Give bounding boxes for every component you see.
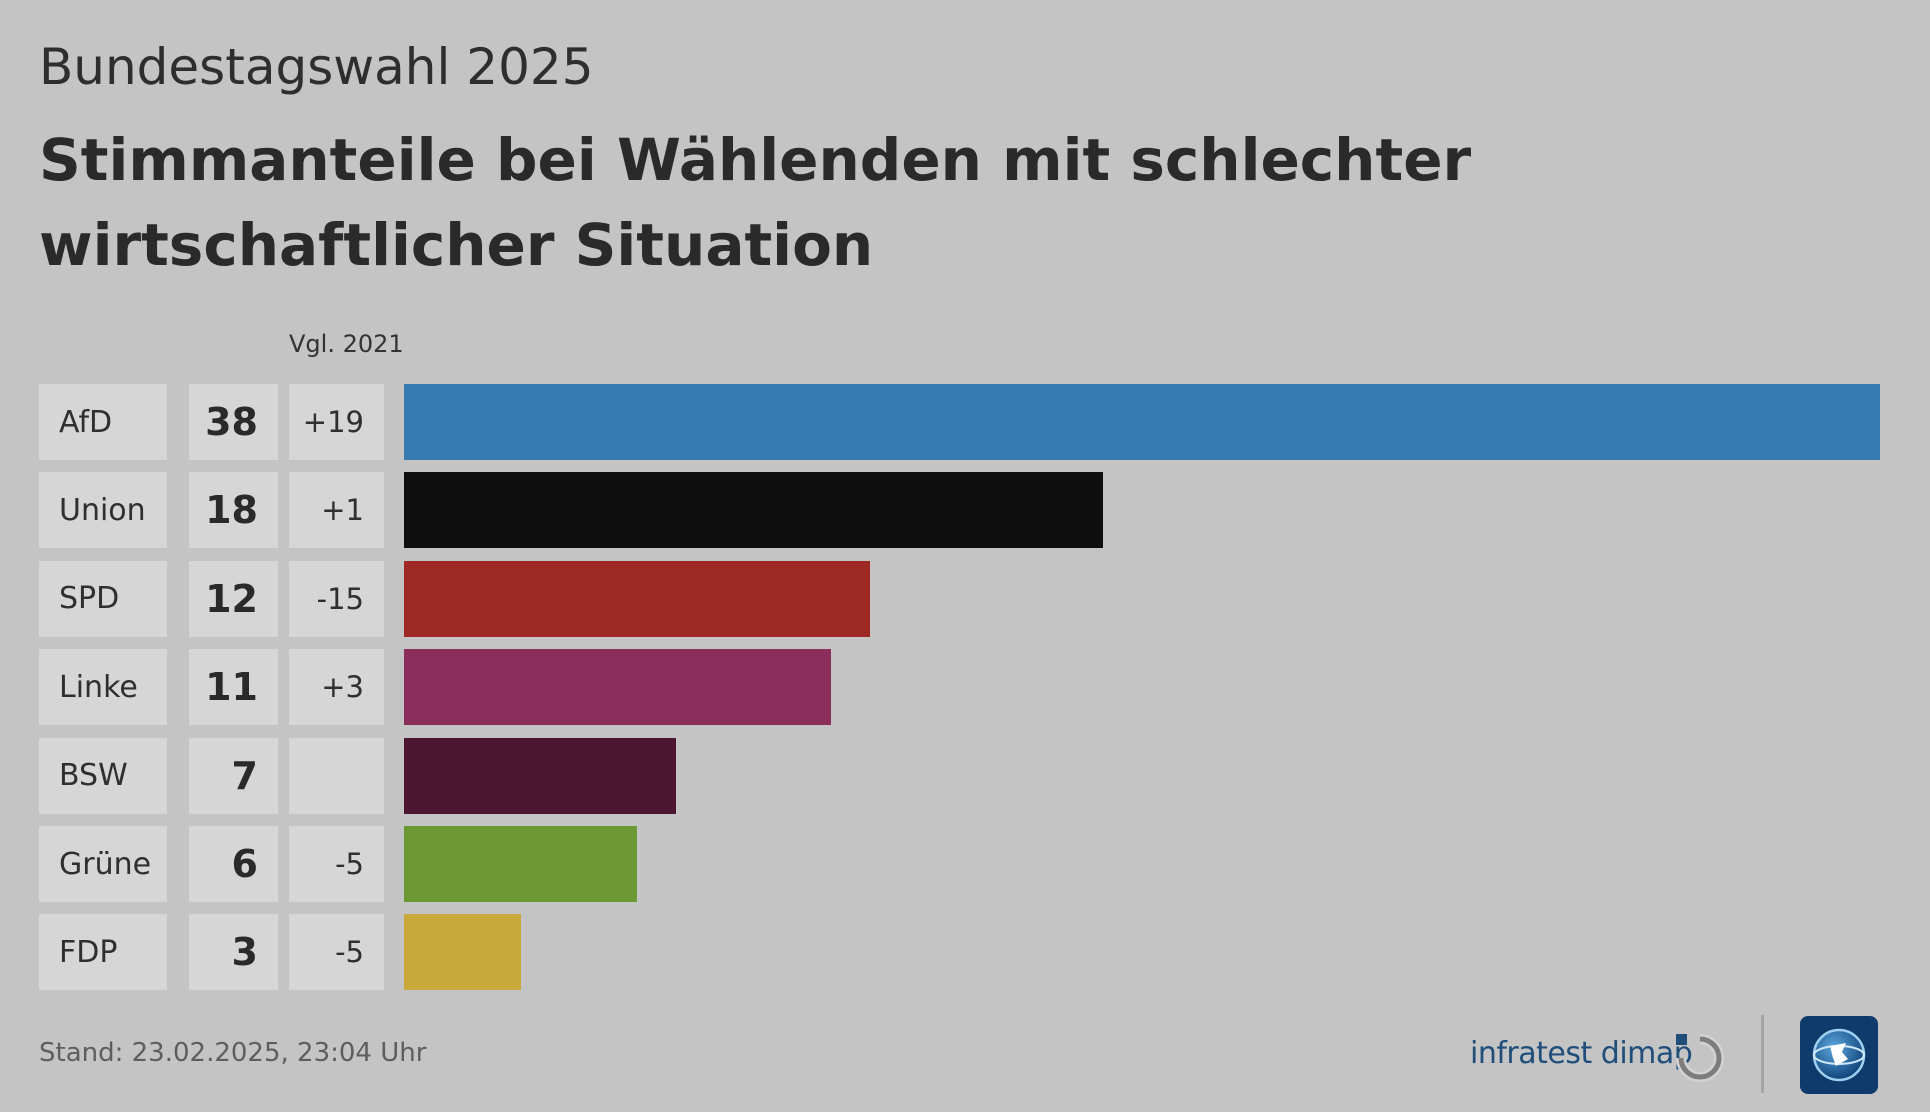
footer-divider — [1761, 1015, 1764, 1093]
chart-row: Union 18 +1 — [0, 472, 1930, 549]
chart-row: Grüne 6 -5 — [0, 826, 1930, 902]
bar-bsw — [404, 737, 676, 814]
bar-spd — [404, 560, 871, 637]
party-label: Linke — [39, 649, 167, 726]
tagesschau-globe-logo-icon — [1800, 1016, 1878, 1094]
party-label: Union — [39, 472, 167, 549]
compare-column-header: Vgl. 2021 — [289, 330, 404, 358]
bar-linke — [404, 649, 832, 726]
party-label: SPD — [39, 560, 167, 637]
bar-union — [404, 472, 1104, 549]
vote-share-value: 18 — [189, 472, 278, 549]
chart-supertitle: Bundestagswahl 2025 — [39, 38, 594, 96]
party-label: AfD — [39, 384, 167, 460]
party-label: BSW — [39, 737, 167, 814]
change-value: +19 — [289, 384, 384, 460]
bar-afd — [404, 384, 1880, 460]
change-value — [289, 737, 384, 814]
change-value: -15 — [289, 560, 384, 637]
bar-gr-ne — [404, 826, 638, 902]
party-label: FDP — [39, 914, 167, 991]
change-value: -5 — [289, 914, 384, 991]
vote-share-value: 38 — [189, 384, 278, 460]
timestamp-label: Stand: 23.02.2025, 23:04 Uhr — [39, 1038, 427, 1068]
vote-share-value: 12 — [189, 560, 278, 637]
chart-row: Linke 11 +3 — [0, 649, 1930, 726]
chart-row: AfD 38 +19 — [0, 384, 1930, 460]
chart-title: Stimmanteile bei Wählenden mit schlechte… — [39, 126, 1472, 279]
source-label: infratest dimap — [1470, 1036, 1693, 1071]
chart-row: FDP 3 -5 — [0, 914, 1930, 991]
vote-share-value: 6 — [189, 826, 278, 902]
vote-share-value: 3 — [189, 914, 278, 991]
vote-share-value: 11 — [189, 649, 278, 726]
infratest-dimap-logo-icon — [1676, 1034, 1724, 1082]
vote-share-value: 7 — [189, 737, 278, 814]
change-value: +3 — [289, 649, 384, 726]
change-value: -5 — [289, 826, 384, 902]
chart-row: SPD 12 -15 — [0, 560, 1930, 637]
chart-row: BSW 7 — [0, 737, 1930, 814]
party-label: Grüne — [39, 826, 167, 902]
bar-fdp — [404, 914, 521, 991]
change-value: +1 — [289, 472, 384, 549]
